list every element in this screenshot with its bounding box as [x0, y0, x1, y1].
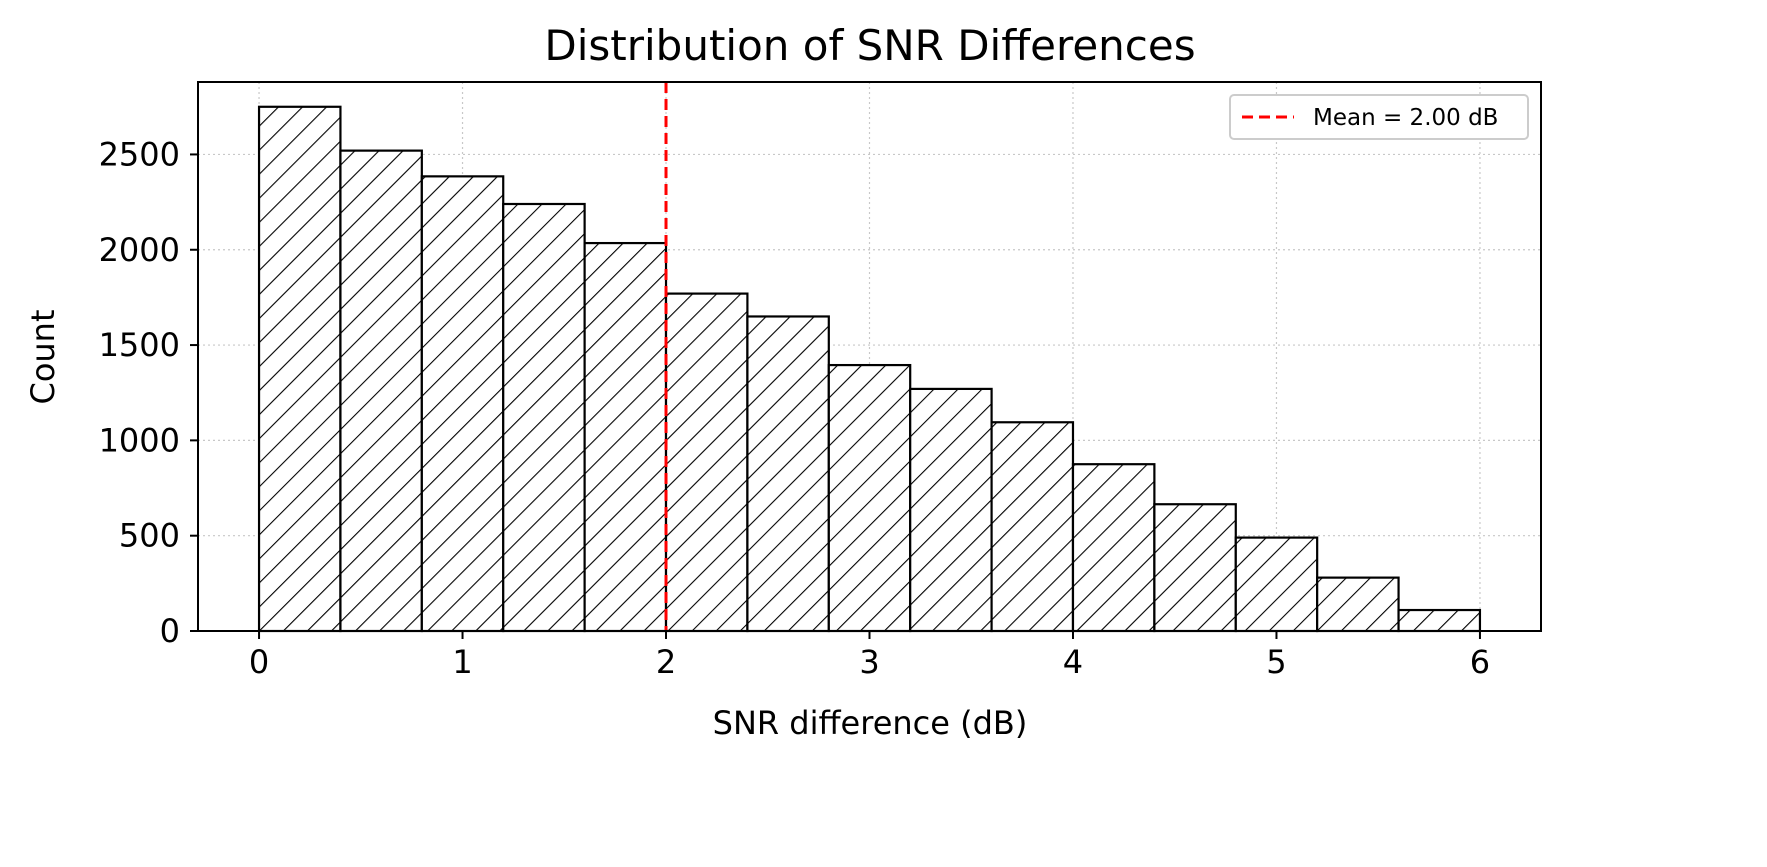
y-tick-label: 2000: [99, 231, 180, 269]
x-tick-label: 5: [1266, 643, 1286, 681]
histogram-bar: [257, 105, 342, 633]
x-tick-label: 3: [859, 643, 879, 681]
x-axis-ticks: 0 1 2 3 4 5 6: [249, 631, 1490, 681]
histogram-bar: [583, 241, 668, 633]
legend-entry-mean: Mean = 2.00 dB: [1313, 105, 1498, 131]
histogram-bar: [990, 421, 1075, 633]
histogram-bar: [1397, 608, 1482, 633]
histogram-bar: [909, 387, 993, 633]
y-axis-ticks: 0 500 1000 1500 2000 2500: [99, 135, 198, 650]
histogram-bar: [746, 315, 830, 633]
x-tick-label: 0: [249, 643, 269, 681]
y-tick-label: 0: [160, 612, 180, 650]
x-tick-label: 4: [1063, 643, 1083, 681]
y-tick-label: 1500: [99, 326, 180, 364]
histogram-bar: [420, 175, 505, 633]
histogram-bar: [827, 363, 912, 633]
legend-box: [1229, 94, 1529, 140]
x-tick-label: 2: [656, 643, 676, 681]
legend: Mean = 2.00 dB: [1229, 94, 1529, 140]
x-axis-label: SNR difference (dB): [713, 704, 1028, 742]
chart-title: Distribution of SNR Differences: [544, 21, 1195, 70]
histogram-bar: [339, 149, 423, 633]
bars: [257, 105, 1482, 633]
x-tick-label: 6: [1470, 643, 1490, 681]
histogram-bar: [664, 292, 749, 633]
y-axis-label: Count: [24, 309, 62, 404]
y-tick-label: 500: [119, 517, 180, 555]
y-tick-label: 1000: [99, 421, 180, 459]
histogram-bar: [1071, 463, 1156, 633]
y-tick-label: 2500: [99, 135, 180, 173]
histogram-bar: [502, 202, 586, 633]
x-tick-label: 1: [452, 643, 472, 681]
histogram-bar: [1316, 576, 1400, 633]
histogram-bar: [1234, 536, 1319, 633]
histogram-bar: [1153, 503, 1237, 633]
